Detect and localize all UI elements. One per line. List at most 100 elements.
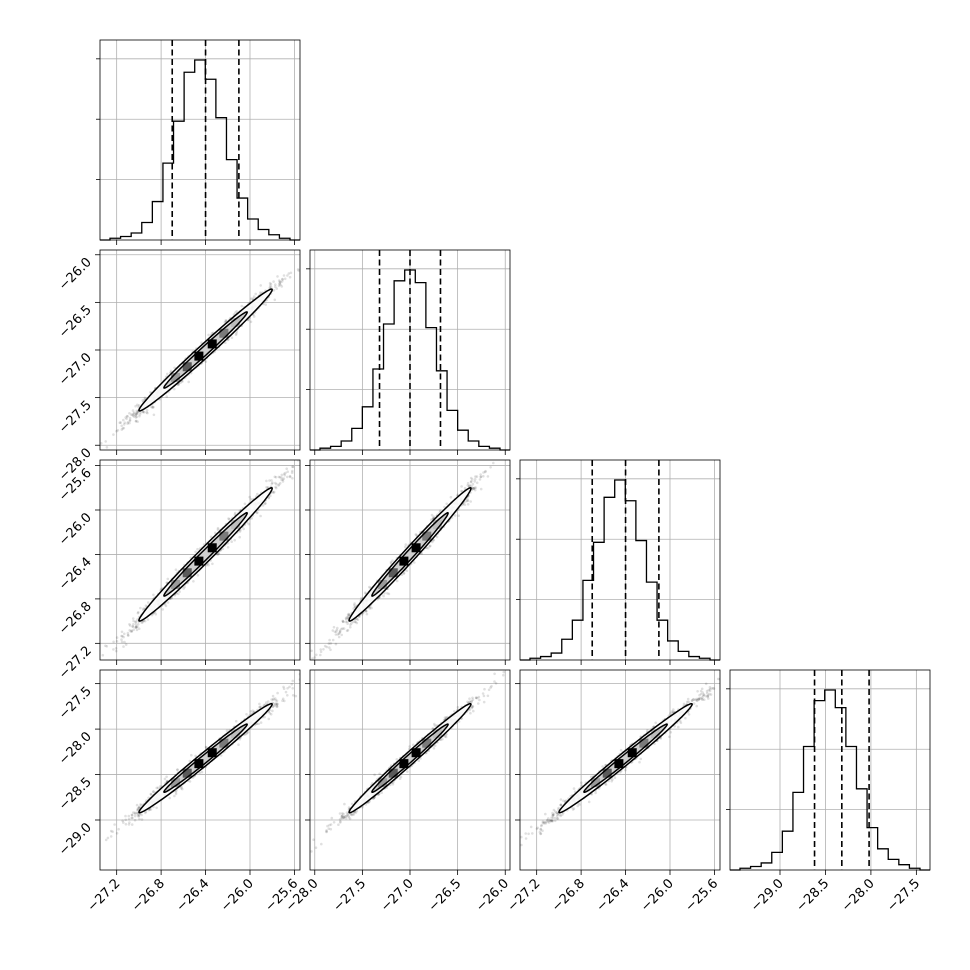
sample-point: [230, 540, 233, 543]
sample-point: [465, 499, 469, 503]
sample-point: [141, 620, 144, 624]
sample-point: [121, 427, 125, 430]
sample-point: [132, 411, 136, 415]
sample-point: [112, 648, 115, 651]
sample-point: [256, 511, 259, 514]
sample-point: [216, 553, 220, 556]
sample-point: [118, 421, 122, 425]
sample-point: [161, 608, 164, 611]
scatter-panel-3-1: [93, 423, 328, 671]
sample-point: [280, 473, 284, 477]
sample-point: [151, 406, 154, 409]
sample-point: [131, 413, 134, 417]
sample-point: [296, 268, 300, 271]
sample-point: [483, 470, 487, 474]
sample-point: [230, 336, 234, 340]
sample-point: [105, 645, 109, 648]
sample-point: [431, 516, 435, 520]
density-cell: [171, 372, 181, 382]
sample-point: [263, 502, 267, 505]
sample-point: [97, 455, 100, 458]
sample-point: [272, 490, 276, 494]
sample-point: [166, 601, 170, 604]
sample-point: [284, 471, 287, 475]
sample-point: [129, 630, 133, 633]
sample-point: [123, 632, 126, 636]
sample-point: [254, 292, 257, 296]
density-cell: [194, 351, 204, 361]
sample-point: [469, 500, 473, 503]
sample-point: [351, 620, 355, 624]
sample-point: [435, 535, 439, 539]
sample-point: [291, 477, 294, 480]
sample-point: [348, 613, 351, 616]
sample-point: [145, 411, 148, 414]
sample-point: [134, 623, 138, 626]
sample-point: [311, 657, 314, 660]
sample-point: [291, 469, 294, 473]
sample-point: [130, 629, 134, 632]
sample-point: [116, 429, 120, 432]
panel-frame: [99, 39, 301, 241]
sample-point: [136, 625, 139, 628]
sample-point: [136, 412, 139, 416]
sample-point: [352, 607, 356, 610]
sample-point: [274, 486, 278, 490]
sample-point: [290, 471, 294, 475]
sample-point: [282, 472, 286, 476]
sample-point: [141, 410, 145, 414]
sample-point: [120, 638, 123, 641]
sample-point: [428, 545, 431, 548]
sample-point: [135, 412, 138, 415]
sample-point: [268, 286, 272, 290]
sample-point: [178, 590, 181, 593]
panel-content: [310, 460, 510, 660]
sample-point: [134, 419, 138, 423]
sample-point: [332, 625, 336, 629]
sample-point: [182, 587, 185, 590]
sample-point: [270, 479, 273, 482]
sample-point: [473, 480, 477, 483]
sample-point: [266, 486, 270, 489]
sample-point: [143, 396, 147, 400]
sample-point: [228, 517, 231, 521]
sample-point: [137, 405, 140, 409]
sample-point: [282, 477, 286, 480]
sample-point: [353, 603, 356, 607]
sample-point: [460, 485, 463, 488]
sample-point: [131, 409, 135, 412]
sample-point: [104, 644, 107, 648]
sample-point: [140, 621, 143, 624]
sample-point: [355, 621, 359, 625]
sample-point: [122, 645, 125, 648]
sample-point: [250, 517, 254, 520]
sample-point: [130, 630, 134, 633]
sample-point: [358, 615, 361, 618]
sample-point: [120, 630, 124, 634]
sample-point: [126, 631, 130, 635]
sample-point: [473, 477, 477, 481]
sample-point: [470, 484, 473, 488]
sample-point: [134, 420, 138, 423]
sample-point: [486, 475, 490, 478]
sample-point: [131, 414, 135, 417]
sample-point: [124, 416, 127, 419]
sample-point: [234, 333, 238, 337]
sample-point: [274, 475, 278, 479]
sample-point: [135, 415, 138, 419]
sample-point: [152, 413, 156, 417]
sample-point: [426, 547, 430, 550]
sample-point: [135, 628, 139, 632]
sample-point: [354, 620, 357, 624]
sample-point: [472, 487, 475, 490]
sample-point: [471, 478, 474, 481]
sample-point: [325, 423, 328, 426]
sample-point: [93, 668, 96, 671]
sample-point: [349, 623, 352, 626]
histogram-panel-2: [306, 249, 511, 451]
panel-frame: [729, 669, 931, 871]
sample-point: [259, 291, 262, 294]
sample-point: [122, 423, 126, 426]
sample-point: [207, 333, 210, 337]
sample-point: [134, 404, 137, 408]
